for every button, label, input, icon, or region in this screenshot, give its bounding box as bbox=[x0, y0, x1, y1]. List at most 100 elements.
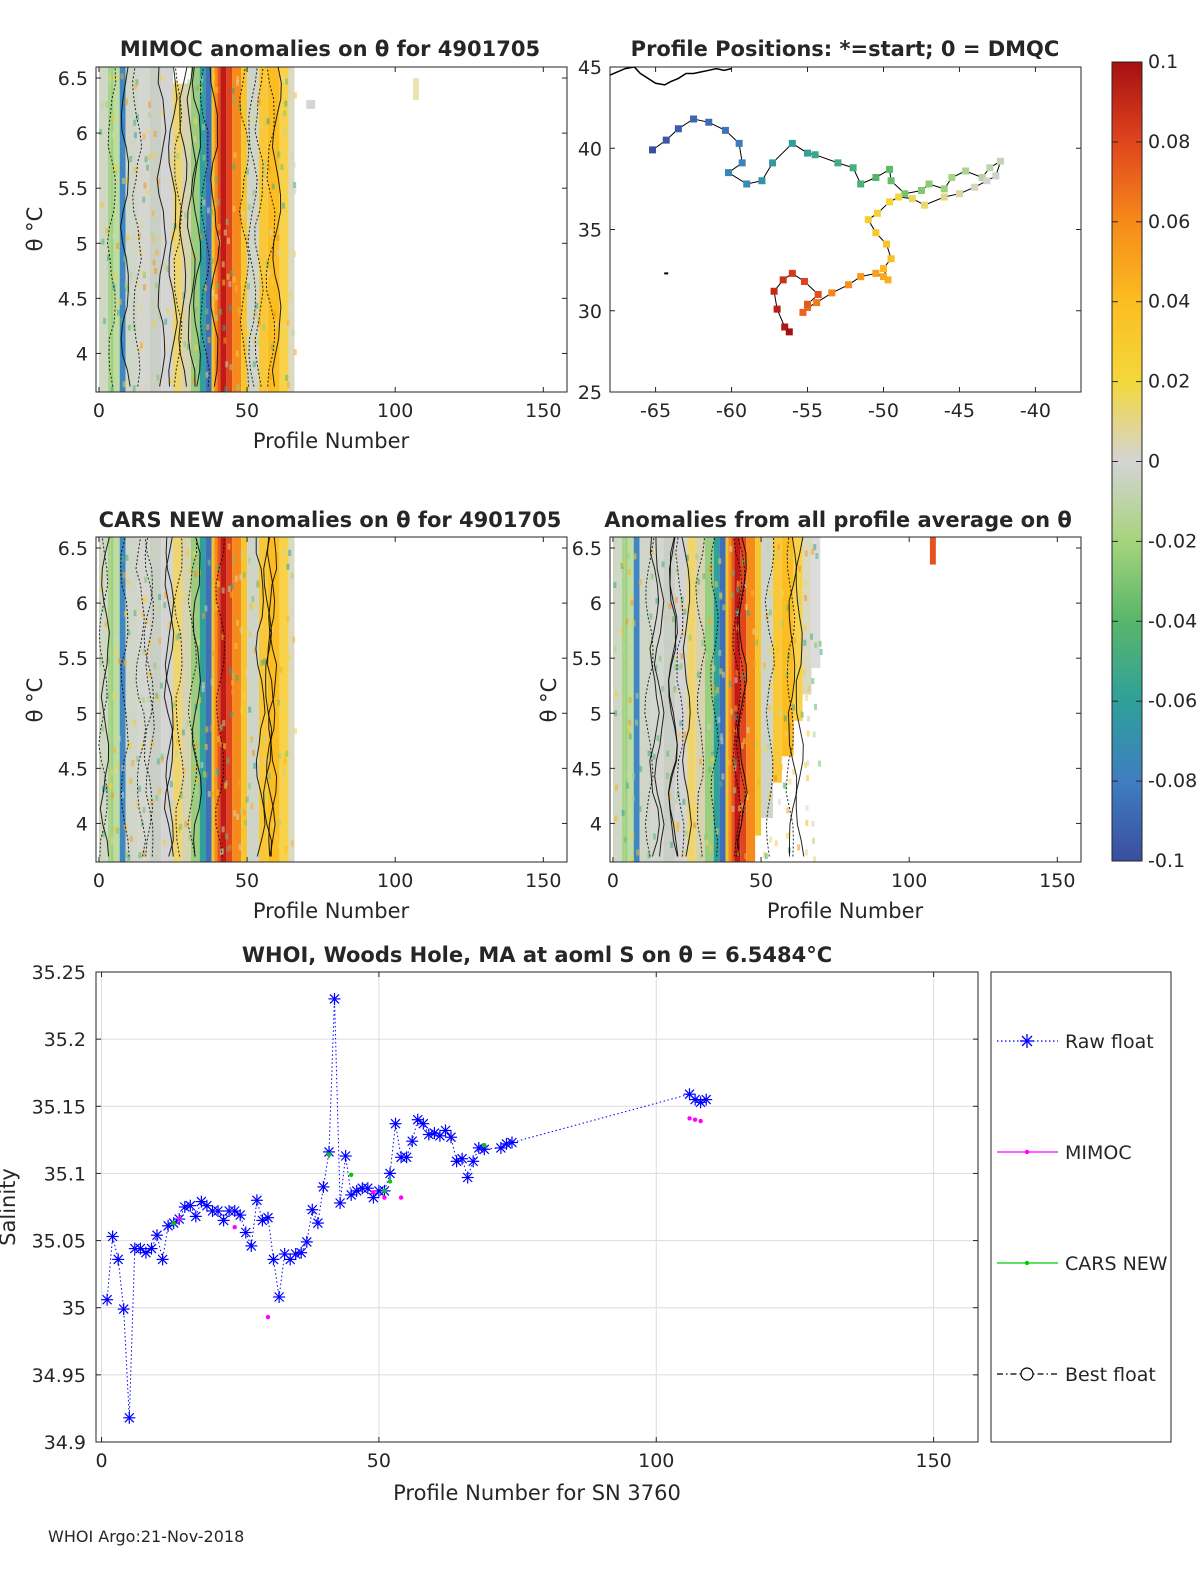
heatmap-cell bbox=[251, 749, 255, 756]
heatmap-cell bbox=[283, 128, 287, 135]
profile-position bbox=[649, 146, 657, 154]
heatmap-cell bbox=[230, 583, 234, 590]
heatmap-cell bbox=[647, 852, 651, 859]
heatmap-contour bbox=[735, 537, 746, 857]
mimoc-point bbox=[692, 1117, 698, 1122]
heatmap-cell bbox=[656, 735, 660, 742]
heatmap-cell bbox=[141, 270, 145, 277]
heatmap-contour bbox=[268, 537, 278, 857]
heatmap-cell bbox=[626, 553, 630, 560]
y-tick-label: 5.5 bbox=[58, 648, 88, 670]
heatmap-cell bbox=[210, 678, 214, 685]
heatmap-band bbox=[226, 67, 233, 392]
heatmap-cell bbox=[186, 262, 190, 269]
mimoc-point bbox=[371, 1190, 376, 1195]
heatmap-band bbox=[226, 537, 233, 862]
heatmap-cell bbox=[277, 151, 281, 158]
heatmap-cell bbox=[244, 819, 248, 826]
heatmap-band bbox=[110, 67, 114, 392]
heatmap-cell bbox=[268, 656, 272, 663]
heatmap-cell bbox=[778, 769, 782, 776]
heatmap-cell bbox=[807, 685, 811, 692]
mimoc-point bbox=[177, 1216, 182, 1222]
heatmap-cell bbox=[128, 794, 132, 801]
heatmap-cell bbox=[777, 798, 781, 805]
heatmap-cell bbox=[100, 202, 104, 209]
x-tick-label: 0 bbox=[96, 1450, 108, 1472]
heatmap-cell bbox=[169, 800, 173, 807]
salinity-xlabel: Profile Number for SN 3760 bbox=[393, 1481, 681, 1505]
heatmap-band bbox=[279, 537, 289, 862]
raw-float-point bbox=[400, 1151, 413, 1164]
heatmap-cell bbox=[148, 671, 152, 678]
raw-float-point bbox=[417, 1117, 430, 1130]
heatmap-cell bbox=[226, 757, 230, 764]
heatmap-cell bbox=[113, 826, 117, 833]
heatmap-cell bbox=[273, 310, 277, 317]
heatmap-cell bbox=[127, 324, 131, 331]
y-tick-label: 35.05 bbox=[32, 1231, 86, 1253]
heatmap-band bbox=[211, 67, 215, 392]
heatmap-cell bbox=[99, 659, 103, 666]
mimoc-point bbox=[265, 1314, 271, 1320]
heatmap-cell bbox=[181, 687, 185, 694]
raw-float-point bbox=[106, 1230, 119, 1243]
heatmap-cell bbox=[152, 259, 156, 266]
cars-xlabel: Profile Number bbox=[253, 899, 410, 923]
heatmap-band bbox=[125, 67, 138, 392]
heatmap-cell bbox=[150, 267, 154, 274]
heatmap-cell bbox=[684, 830, 688, 837]
heatmap-cell bbox=[695, 807, 699, 814]
heatmap-cell bbox=[763, 745, 767, 752]
heatmap-cell bbox=[768, 609, 772, 616]
heatmap-cell bbox=[163, 262, 167, 269]
heatmap-cell bbox=[216, 768, 220, 775]
raw-float-point bbox=[217, 1214, 230, 1227]
colorbar-tick-label: 0.1 bbox=[1148, 51, 1178, 73]
heatmap-cell bbox=[635, 719, 639, 726]
profile-position bbox=[800, 278, 808, 285]
heatmap-cell bbox=[731, 569, 735, 576]
heatmap-cell bbox=[765, 613, 769, 620]
heatmap-contour bbox=[653, 537, 665, 857]
profile-position bbox=[864, 216, 872, 224]
profile-position bbox=[725, 169, 733, 177]
heatmap-cell bbox=[622, 560, 626, 567]
heatmap-band bbox=[98, 67, 108, 392]
heatmap-cell bbox=[277, 699, 281, 706]
legend-item-best: Best float bbox=[997, 1364, 1156, 1386]
heatmap-cell bbox=[233, 152, 237, 159]
profile-position bbox=[799, 308, 807, 316]
heatmap-band bbox=[181, 537, 191, 862]
heatmap-cell bbox=[154, 268, 158, 275]
raw-float-point bbox=[284, 1253, 297, 1266]
heatmap-cell bbox=[768, 682, 772, 689]
heatmap-cell bbox=[177, 826, 181, 833]
heatmap-cell bbox=[148, 101, 152, 108]
heatmap-band bbox=[107, 67, 111, 392]
heatmap-cell bbox=[287, 654, 291, 661]
heatmap-cell bbox=[116, 763, 120, 770]
mimoc-ticks: 0 50 100 150 4 4.5 5 5.5 6 6.5 bbox=[58, 67, 567, 422]
heatmap-cell bbox=[693, 822, 697, 829]
colorbar-ticks: 0.1 0.08 0.06 0.04 0.02 0 -0.02 -0.04 -0.06 -0.08… bbox=[1112, 51, 1197, 872]
heatmap-cell bbox=[135, 802, 139, 809]
heatmap-contour bbox=[191, 67, 202, 387]
profile-position bbox=[788, 269, 796, 277]
heatmap-cell bbox=[285, 374, 289, 381]
profile-position bbox=[887, 177, 895, 185]
heatmap-cell bbox=[806, 730, 810, 737]
heatmap-cell bbox=[247, 557, 251, 564]
heatmap-band bbox=[161, 537, 174, 862]
profile-position bbox=[886, 198, 894, 206]
profile-position bbox=[872, 229, 880, 237]
heatmap-cell bbox=[751, 590, 755, 597]
legend-best-circle bbox=[1020, 1367, 1034, 1381]
heatmap-cell bbox=[169, 377, 173, 384]
heatmap-cell bbox=[164, 343, 168, 350]
profile-position bbox=[925, 180, 933, 188]
heatmap-cell bbox=[152, 236, 156, 243]
heatmap-cell bbox=[149, 593, 153, 600]
heatmap-band bbox=[267, 537, 280, 862]
heatmap-contour bbox=[785, 537, 796, 857]
